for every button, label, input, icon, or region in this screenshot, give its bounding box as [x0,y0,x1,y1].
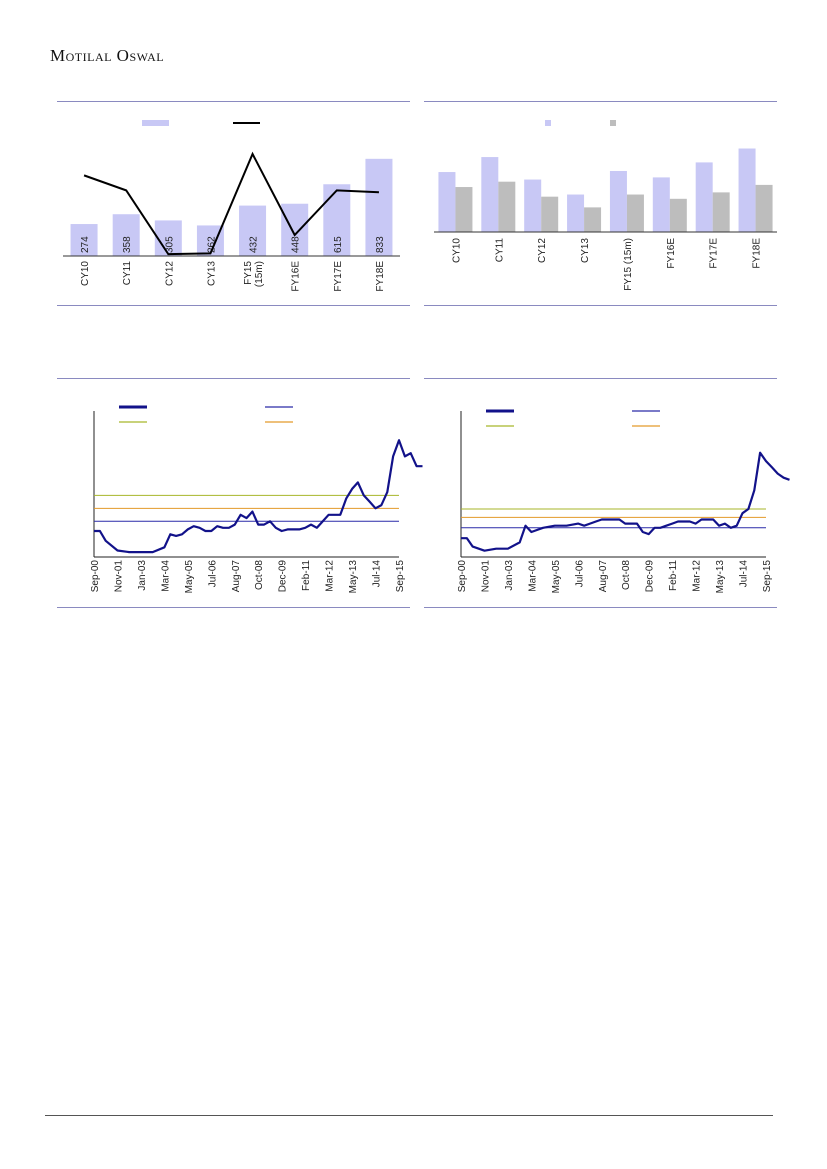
bar [323,184,351,256]
data-label: 358 [122,236,133,253]
bar [567,194,585,232]
x-tick-label: Feb-11 [301,560,312,591]
data-label: 305 [164,236,175,253]
bar [524,179,542,232]
bar [669,198,687,232]
x-tick-label: Jul-06 [574,560,585,588]
bar [154,220,182,256]
chart2-svg: CY10 CY11 CY12 CY13 FY15 (15m) FY16E FY17E FY18… [424,101,777,306]
x-tick-label: CY10 [451,238,462,263]
x-tick-label: Jul-14 [372,560,383,588]
bar [695,162,713,232]
data-label: 274 [80,236,91,253]
x-tick-label: Aug-07 [231,560,242,593]
bar [652,177,670,232]
bar [281,203,309,256]
valuation-line [94,439,423,554]
x-tick-label: Nov-01 [480,560,491,593]
bar [498,181,516,232]
data-label: 615 [333,236,344,253]
valuation-line [461,451,790,552]
x-tick-label: CY12 [164,261,175,286]
data-label: 262 [206,236,217,253]
data-label: 833 [375,236,386,253]
x-tick-label: Sep-00 [457,560,468,593]
x-tick-label: Aug-07 [598,560,609,593]
x-tick-label: Oct-08 [254,560,265,590]
x-tick-label: CY13 [580,238,591,263]
bar [755,184,773,232]
bar [738,148,756,232]
x-tick-label: FY17E [709,238,720,269]
x-tick-label: Feb-11 [668,560,679,591]
x-tick-label: FY16E [291,261,302,292]
bar [626,194,644,232]
brand-logo: Motilal Oswal [50,46,165,65]
x-tick-label: Mar-12 [692,560,703,592]
chart4-panel: Sep-00 Nov-01 Jan-03 Mar-04 May-05 Jul-06 Aug-… [424,378,790,608]
x-tick-label: CY10 [80,261,91,286]
x-tick-label: Sep-15 [762,560,773,593]
x-tick-label: May-13 [715,560,726,594]
x-tick-label: (15m) [254,261,265,287]
bar [70,224,98,256]
x-tick-label: Mar-04 [160,560,171,592]
x-tick-label: Sep-00 [90,560,101,593]
chart3-panel: Sep-00 Nov-01 Jan-03 Mar-04 May-05 Jul-06 Aug-… [57,378,423,608]
x-tick-label: Jul-06 [207,560,218,588]
footer-rule [45,1115,773,1116]
x-tick-label: CY11 [122,261,133,286]
x-tick-label: FY18E [752,238,763,269]
bar [541,196,559,232]
x-tick-label: CY12 [537,238,548,263]
x-tick-label: CY13 [206,261,217,286]
chart1-svg: 274 CY10 358 CY11 305 CY12 262 CY13 432 FY15 (15m)… [57,101,410,306]
x-tick-label: Jan-03 [137,560,148,591]
x-tick-label: May-13 [348,560,359,594]
bar [481,157,499,232]
legend-series2-swatch [610,120,616,126]
x-tick-label: Dec-09 [278,560,289,593]
x-tick-label: Sep-15 [395,560,406,593]
bar [365,158,393,256]
bar [455,187,473,232]
x-tick-label: Nov-01 [113,560,124,593]
bar [239,205,267,256]
bar [712,192,730,232]
x-tick-label: Dec-09 [645,560,656,593]
x-tick-label: Jul-14 [739,560,750,588]
bar [112,214,140,256]
x-tick-label: Jan-03 [504,560,515,591]
x-tick-label: Mar-04 [527,560,538,592]
x-tick-label: May-05 [551,560,562,594]
x-tick-label: May-05 [184,560,195,594]
data-label: 432 [249,236,260,253]
series-line [83,151,379,256]
legend-series1-swatch [545,120,551,126]
chart3-svg: Sep-00 Nov-01 Jan-03 Mar-04 May-05 Jul-06 Aug-… [57,378,423,608]
x-tick-label: Mar-12 [325,560,336,592]
x-tick-label: Oct-08 [621,560,632,590]
chart4-svg: Sep-00 Nov-01 Jan-03 Mar-04 May-05 Jul-06 Aug-… [424,378,790,608]
x-tick-label: FY15 [243,261,254,285]
chart1-panel: 274 CY10 358 CY11 305 CY12 262 CY13 432 FY15 (15m)… [57,101,410,306]
x-tick-label: CY11 [494,238,505,263]
x-tick-label: FY17E [333,261,344,292]
x-tick-label: FY16E [666,238,677,269]
bar [584,207,602,232]
bar [609,170,627,232]
chart2-panel: CY10 CY11 CY12 CY13 FY15 (15m) FY16E FY17E FY18… [424,101,777,306]
data-label: 448 [291,236,302,253]
bar [438,172,456,232]
x-tick-label: FY18E [375,261,386,292]
legend-bar-swatch [142,120,169,126]
x-tick-label: FY15 (15m) [623,238,634,291]
